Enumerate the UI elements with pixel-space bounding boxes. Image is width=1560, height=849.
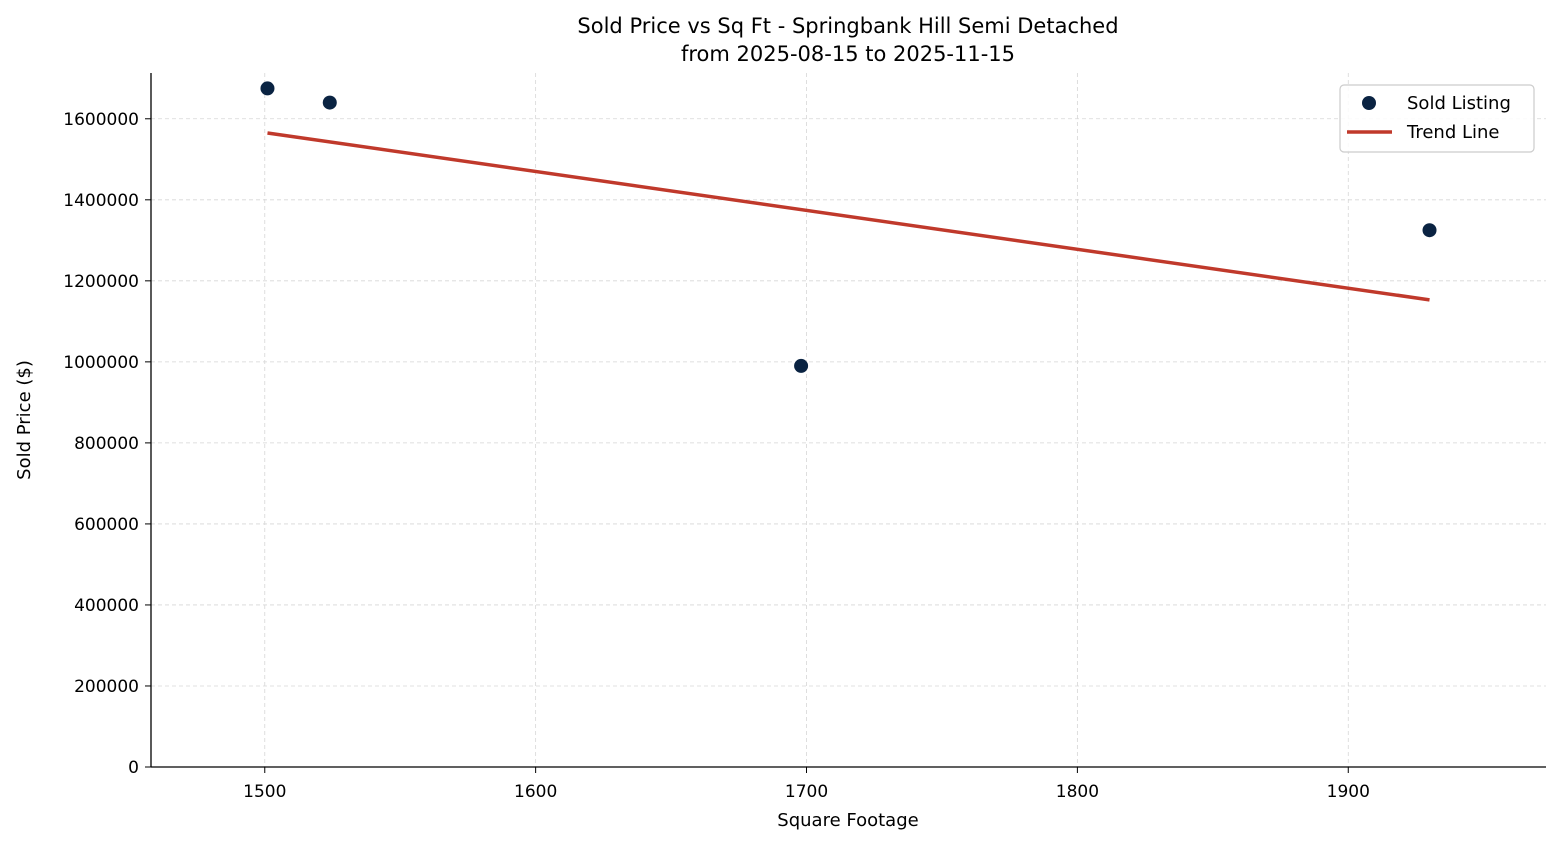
trend-line <box>267 131 1430 302</box>
legend-marker-sold-listing <box>1362 96 1376 110</box>
x-tick-label: 1800 <box>1056 782 1099 802</box>
points-group <box>260 81 1437 373</box>
y-axis-label: Sold Price ($) <box>14 360 35 480</box>
y-ticks: 0 200000 400000 600000 800000 1000000 1200000 1… <box>63 110 151 778</box>
y-tick-label: 1400000 <box>63 191 139 211</box>
sold-listing-point <box>322 95 337 110</box>
y-tick-label: 1600000 <box>63 110 139 130</box>
trend-line-group <box>267 131 1430 302</box>
legend-box <box>1339 84 1535 153</box>
y-tick-label: 600000 <box>74 515 139 535</box>
sold-listing-point <box>260 81 275 96</box>
chart-subtitle: from 2025-08-15 to 2025-11-15 <box>681 42 1015 66</box>
y-tick-label: 1200000 <box>63 272 139 292</box>
legend-label-sold-listing: Sold Listing <box>1407 93 1511 114</box>
x-tick-label: 1900 <box>1327 782 1370 802</box>
x-axis-label: Square Footage <box>777 810 918 831</box>
x-tick-label: 1500 <box>243 782 286 802</box>
y-tick-label: 200000 <box>74 677 139 697</box>
grid <box>151 73 1546 767</box>
x-tick-label: 1600 <box>514 782 557 802</box>
sold-listing-point <box>1422 223 1437 238</box>
y-tick-label: 0 <box>128 758 139 778</box>
x-ticks: 1500 1600 1700 1800 1900 <box>243 767 1370 802</box>
x-tick-label: 1700 <box>785 782 828 802</box>
y-tick-label: 800000 <box>74 434 139 454</box>
chart-title: Sold Price vs Sq Ft - Springbank Hill Se… <box>577 14 1118 38</box>
legend: Sold Listing Trend Line <box>1339 84 1535 153</box>
y-tick-label: 400000 <box>74 596 139 616</box>
legend-label-trend-line: Trend Line <box>1406 122 1500 143</box>
sold-listing-point <box>794 358 809 373</box>
y-tick-label: 1000000 <box>63 353 139 373</box>
